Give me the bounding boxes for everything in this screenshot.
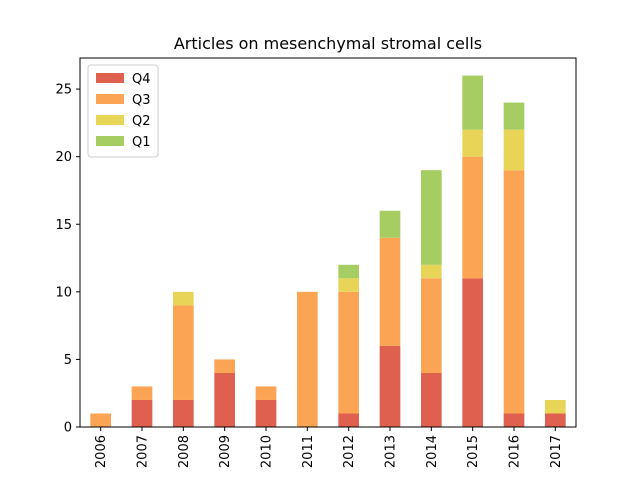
legend: Q4 Q3 Q2 Q1 <box>87 64 159 158</box>
x-tick-label: 2010 <box>260 435 275 468</box>
bar-q2-2016 <box>503 129 525 171</box>
bar-q4-2012 <box>338 413 359 427</box>
bar-q1-2012 <box>338 264 359 279</box>
bar-q3-2011 <box>297 291 318 427</box>
y-tick-label: 10 <box>55 285 72 300</box>
bar-q3-2013 <box>379 237 401 346</box>
legend-swatch-q4 <box>96 73 124 83</box>
bar-q3-2010 <box>255 386 277 400</box>
x-tick-label: 2006 <box>94 435 109 468</box>
bar-q4-2015 <box>462 278 483 427</box>
bars-layer <box>90 75 566 427</box>
y-tick-label: 15 <box>55 218 72 233</box>
bar-q1-2013 <box>379 210 401 238</box>
bar-q3-2016 <box>503 170 525 414</box>
x-tick-label: 2009 <box>218 435 233 468</box>
bar-q3-2007 <box>131 386 153 400</box>
legend-label-q3: Q3 <box>132 93 151 108</box>
x-tick-label: 2017 <box>549 435 564 468</box>
bar-q1-2015 <box>462 75 483 130</box>
chart-title: Articles on mesenchymal stromal cells <box>174 34 482 53</box>
bar-q4-2017 <box>545 413 566 427</box>
bar-q3-2014 <box>421 278 442 373</box>
legend-box <box>87 64 159 158</box>
bar-q4-2008 <box>173 399 194 427</box>
legend-swatch-q3 <box>96 94 124 104</box>
bar-q2-2012 <box>338 278 359 292</box>
bar-q4-2014 <box>421 372 442 427</box>
plot-frame <box>79 57 577 428</box>
x-tick-label: 2008 <box>177 435 192 468</box>
y-tick-label: 25 <box>55 83 72 98</box>
bar-q2-2017 <box>545 399 566 414</box>
bar-q3-2015 <box>462 156 483 279</box>
bar-q3-2008 <box>173 305 194 400</box>
x-tick-label: 2012 <box>342 435 357 468</box>
y-tick-label: 5 <box>64 353 72 368</box>
bar-q2-2008 <box>173 291 194 306</box>
legend-label-q1: Q1 <box>132 135 151 150</box>
y-tick-label: 20 <box>55 150 72 165</box>
bar-q1-2016 <box>503 102 525 130</box>
x-tick-label: 2015 <box>466 435 481 468</box>
bar-q1-2014 <box>421 170 442 265</box>
x-tick-label: 2007 <box>136 435 151 468</box>
bar-q4-2007 <box>131 399 153 427</box>
bar-q2-2014 <box>421 264 442 279</box>
bar-q3-2009 <box>214 359 235 373</box>
legend-swatch-q1 <box>96 136 124 146</box>
bar-q3-2012 <box>338 291 359 414</box>
x-tick-label: 2011 <box>301 435 316 468</box>
legend-label-q2: Q2 <box>132 114 151 129</box>
x-tick-label: 2014 <box>425 435 440 468</box>
legend-label-q4: Q4 <box>132 72 151 87</box>
x-tick-label: 2013 <box>384 435 399 468</box>
bar-q4-2016 <box>503 413 525 427</box>
y-axis: 0 5 10 15 20 25 <box>55 83 80 436</box>
bar-q2-2015 <box>462 129 483 157</box>
bar-q4-2010 <box>255 399 277 427</box>
y-tick-label: 0 <box>64 421 72 436</box>
x-axis: 2006 2007 2008 2009 2010 2011 2012 2013 2014 2015… <box>94 427 564 468</box>
bar-q4-2009 <box>214 372 235 427</box>
x-tick-label: 2016 <box>508 435 523 468</box>
bar-q4-2013 <box>379 345 401 427</box>
bar-q3-2006 <box>90 413 111 427</box>
legend-swatch-q2 <box>96 115 124 125</box>
